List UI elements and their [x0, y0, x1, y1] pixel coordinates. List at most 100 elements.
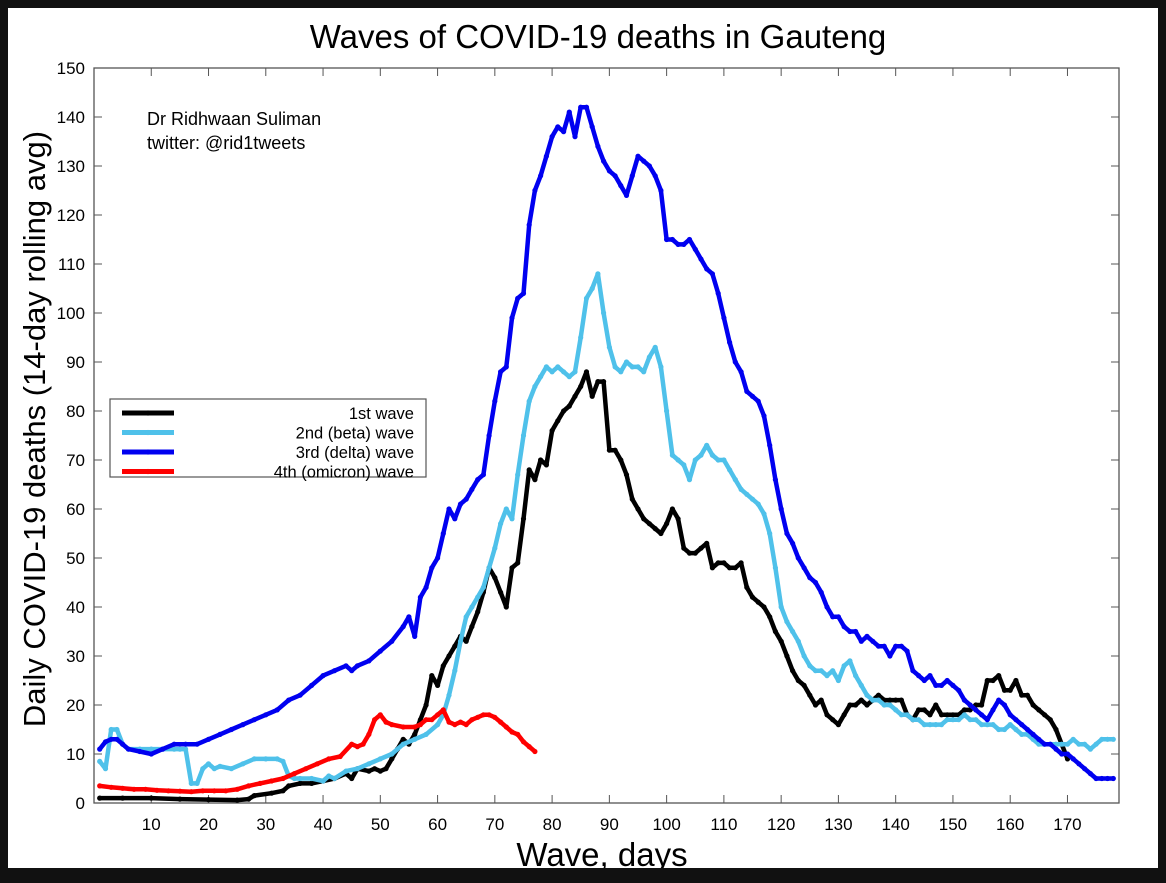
- data-point: [755, 599, 761, 605]
- data-point: [938, 712, 945, 718]
- data-point: [841, 663, 847, 669]
- data-point: [1042, 712, 1048, 718]
- data-point: [503, 364, 509, 370]
- data-point: [526, 222, 532, 228]
- data-point: [217, 763, 223, 769]
- data-point: [280, 775, 286, 782]
- data-point: [646, 163, 653, 169]
- data-point: [990, 677, 996, 684]
- data-point: [177, 796, 183, 802]
- data-point: [1007, 712, 1013, 718]
- data-point: [767, 614, 773, 620]
- data-point: [669, 236, 676, 243]
- data-point: [503, 604, 509, 610]
- data-point: [240, 761, 246, 767]
- x-tick-label: 80: [543, 815, 562, 834]
- data-point: [446, 692, 452, 698]
- data-point: [767, 530, 773, 537]
- data-point: [956, 687, 962, 693]
- data-point: [291, 775, 297, 782]
- x-tick-label: 40: [314, 815, 333, 834]
- data-point: [538, 457, 544, 463]
- data-point: [463, 614, 469, 620]
- data-point: [795, 638, 801, 644]
- data-point: [131, 786, 137, 792]
- data-point: [538, 374, 544, 380]
- data-point: [641, 158, 647, 164]
- data-point: [1053, 746, 1059, 752]
- legend-marker: [145, 468, 151, 475]
- data-point: [1104, 775, 1111, 782]
- data-point: [761, 413, 767, 419]
- data-point: [704, 540, 710, 546]
- data-point: [372, 766, 378, 772]
- data-point: [944, 717, 950, 723]
- data-point: [160, 746, 166, 752]
- data-point: [927, 722, 933, 728]
- data-point: [515, 472, 521, 478]
- data-point: [887, 702, 893, 708]
- data-point: [721, 560, 727, 566]
- data-point: [1007, 687, 1013, 693]
- data-point: [1007, 722, 1013, 728]
- data-point: [520, 290, 527, 296]
- data-point: [251, 793, 257, 799]
- data-point: [1042, 741, 1048, 747]
- data-point: [681, 241, 687, 247]
- data-point: [944, 677, 950, 684]
- series-3: [97, 104, 1116, 782]
- plot-area: [93, 67, 1120, 804]
- data-point: [629, 173, 635, 179]
- data-point: [589, 393, 595, 399]
- data-point: [263, 712, 269, 718]
- data-point: [790, 628, 796, 635]
- data-point: [830, 614, 836, 620]
- data-point: [669, 452, 676, 458]
- legend-marker: [145, 410, 151, 416]
- data-point: [452, 722, 458, 728]
- data-point: [303, 766, 309, 772]
- data-point: [188, 780, 194, 787]
- x-tick-label: 100: [652, 815, 680, 834]
- data-point: [996, 697, 1002, 703]
- data-point: [543, 364, 550, 370]
- data-point: [526, 467, 532, 473]
- data-point: [910, 668, 916, 674]
- data-point: [623, 192, 630, 198]
- data-point: [572, 393, 578, 399]
- data-point: [606, 344, 613, 350]
- data-point: [234, 786, 240, 792]
- data-point: [772, 565, 779, 571]
- data-point: [377, 712, 383, 718]
- data-point: [778, 638, 784, 644]
- data-point: [578, 383, 584, 390]
- data-point: [154, 787, 160, 793]
- data-point: [1099, 736, 1105, 742]
- data-point: [961, 712, 968, 718]
- data-point: [297, 775, 303, 782]
- data-point: [297, 692, 303, 698]
- data-point: [532, 187, 538, 194]
- data-point: [744, 584, 750, 591]
- data-point: [1001, 702, 1008, 708]
- data-point: [1047, 717, 1053, 723]
- data-point: [675, 241, 681, 247]
- data-point: [526, 398, 532, 404]
- data-point: [664, 408, 670, 414]
- data-point: [561, 369, 567, 375]
- data-point: [320, 673, 326, 679]
- data-point: [623, 359, 630, 365]
- x-tick-label: 130: [824, 815, 852, 834]
- data-point: [463, 496, 469, 502]
- data-point: [492, 714, 498, 720]
- data-point: [526, 744, 532, 750]
- data-point: [268, 790, 275, 796]
- data-point: [498, 719, 504, 725]
- data-point: [469, 604, 475, 610]
- data-point: [984, 717, 990, 723]
- data-point: [314, 761, 320, 767]
- data-point: [549, 428, 555, 434]
- data-point: [1059, 751, 1065, 757]
- data-point: [205, 736, 212, 742]
- data-point: [887, 697, 893, 703]
